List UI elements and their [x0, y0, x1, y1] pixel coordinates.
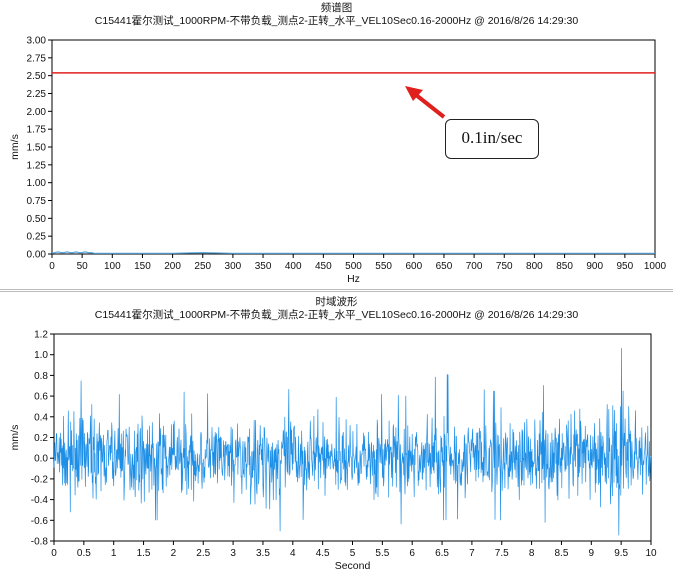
spectrum-x-tick-label: 250 [194, 261, 211, 272]
waveform-x-tick-label: 0.5 [77, 548, 91, 559]
waveform-x-tick-label: 5 [350, 548, 356, 559]
spectrum-x-axis-label: Hz [347, 273, 360, 285]
spectrum-x-tick-label: 750 [496, 261, 513, 272]
spectrum-y-tick-label: 2.50 [27, 71, 47, 82]
waveform-y-tick-label: -0.2 [31, 474, 49, 485]
spectrum-y-tick-label: 2.75 [27, 53, 47, 64]
spectrum-x-tick-label: 0 [49, 261, 55, 272]
spectrum-x-tick-label: 950 [617, 261, 634, 272]
spectrum-x-tick-label: 650 [436, 261, 453, 272]
spectrum-x-tick-label: 550 [375, 261, 392, 272]
spectrum-title: 频谱图 [320, 2, 353, 14]
waveform-y-axis-label: mm/s [9, 425, 21, 451]
waveform-y-tick-label: 1.2 [34, 330, 48, 341]
waveform-series-line [53, 348, 652, 536]
waveform-y-tick-label: -0.6 [31, 516, 49, 527]
waveform-y-tick-label: 0.2 [34, 433, 48, 444]
spectrum-y-tick-label: 2.00 [27, 107, 47, 118]
spectrum-y-tick-label: 1.25 [27, 160, 47, 171]
spectrum-subtitle: C15441霍尔测试_1000RPM-不带负载_测点2-正转_水平_VEL10S… [94, 15, 579, 27]
spectrum-y-tick-label: 3.00 [27, 36, 47, 47]
waveform-x-tick-label: 0 [51, 548, 57, 559]
waveform-x-tick-label: 4 [290, 548, 296, 559]
waveform-title: 时域波形 [315, 296, 358, 308]
spectrum-x-tick-label: 800 [526, 261, 543, 272]
waveform-x-tick-label: 7.5 [495, 548, 509, 559]
spectrum-x-tick-label: 450 [315, 261, 332, 272]
spectrum-y-tick-label: 1.00 [27, 178, 47, 189]
waveform-plot: 0 0.5 1 1.5 2 2.5 3 3.5 4 4.5 5 5.5 6 6.5 7 7.5 8 8.5 9 9.5… [9, 330, 657, 573]
spectrum-y-tick-label: 0.50 [27, 214, 47, 225]
spectrum-y-tick-label: 0.25 [27, 232, 47, 243]
spectrum-x-tick-label: 350 [255, 261, 272, 272]
spectrum-y-tick-label: 2.25 [27, 89, 47, 100]
waveform-x-tick-label: 9 [589, 548, 595, 559]
spectrum-x-tick-label: 600 [405, 261, 422, 272]
waveform-x-tick-label: 7 [469, 548, 475, 559]
waveform-y-tick-label: 0.8 [34, 371, 48, 382]
waveform-y-tick-label: -0.8 [31, 537, 49, 548]
spectrum-x-tick-label: 700 [466, 261, 483, 272]
waveform-x-tick-label: 3 [230, 548, 236, 559]
spectrum-y-tick-label: 1.75 [27, 125, 47, 136]
waveform-x-axis-label: Second [335, 560, 371, 572]
spectrum-series-line [51, 251, 655, 254]
annotation-arrow-head [405, 86, 423, 101]
waveform-x-tick-label: 8 [529, 548, 535, 559]
waveform-y-tick-label: 0.0 [34, 454, 48, 465]
waveform-x-tick-label: 2.5 [196, 548, 210, 559]
spectrum-x-tick-label: 850 [556, 261, 573, 272]
waveform-y-tick-label: -0.4 [31, 495, 49, 506]
spectrum-x-tick-label: 50 [77, 261, 89, 272]
waveform-x-tick-label: 8.5 [554, 548, 568, 559]
spectrum-x-tick-label: 400 [285, 261, 302, 272]
spectrum-panel: 频谱图 C15441霍尔测试_1000RPM-不带负载_测点2-正转_水平_VE… [0, 0, 673, 290]
waveform-subtitle: C15441霍尔测试_1000RPM-不带负载_测点2-正转_水平_VEL10S… [94, 309, 579, 321]
waveform-x-tick-label: 1 [111, 548, 117, 559]
waveform-x-tick-label: 6 [409, 548, 415, 559]
waveform-x-tick-label: 1.5 [137, 548, 151, 559]
waveform-x-tick-label: 6.5 [435, 548, 449, 559]
waveform-x-tick-label: 5.5 [375, 548, 389, 559]
spectrum-x-tick-label: 200 [164, 261, 181, 272]
spectrum-y-tick-label: 0.75 [27, 196, 47, 207]
waveform-x-tick-label: 4.5 [316, 548, 330, 559]
waveform-y-tick-label: 0.4 [34, 412, 48, 423]
spectrum-y-tick-label: 0.00 [27, 250, 47, 261]
spectrum-x-tick-label: 900 [586, 261, 603, 272]
spectrum-plot: 0 50 100 150 200 250 300 350 400 450 500 550 600 650 7… [9, 36, 667, 286]
spectrum-x-tick-label: 100 [104, 261, 121, 272]
spectrum-x-tick-label: 500 [345, 261, 362, 272]
waveform-y-tick-label: 0.6 [34, 392, 48, 403]
threshold-annotation: 0.1in/sec [445, 119, 539, 159]
spectrum-x-tick-label: 1000 [644, 261, 667, 272]
spectrum-y-tick-label: 1.50 [27, 143, 47, 154]
waveform-x-tick-label: 9.5 [614, 548, 628, 559]
waveform-x-tick-label: 3.5 [256, 548, 270, 559]
waveform-x-tick-label: 10 [645, 548, 657, 559]
spectrum-x-tick-label: 150 [134, 261, 151, 272]
spectrum-x-tick-label: 300 [225, 261, 242, 272]
spectrum-y-axis-label: mm/s [9, 134, 21, 160]
waveform-x-tick-label: 2 [171, 548, 177, 559]
waveform-panel: 时域波形 C15441霍尔测试_1000RPM-不带负载_测点2-正转_水平_V… [0, 291, 673, 580]
waveform-y-tick-label: 1.0 [34, 350, 48, 361]
